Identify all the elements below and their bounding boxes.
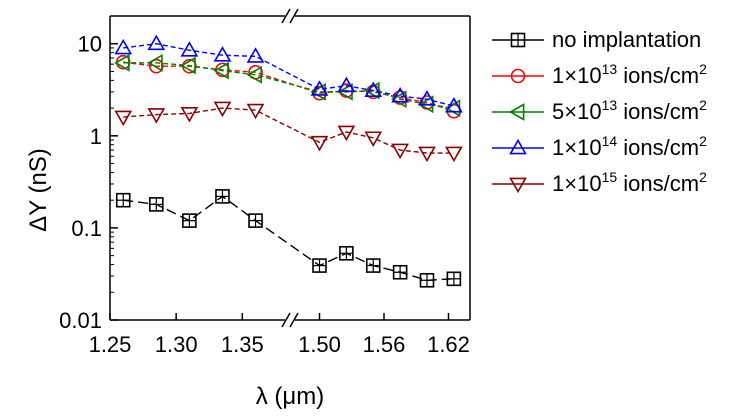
- data-point: [248, 213, 263, 228]
- legend-marker: [509, 138, 527, 155]
- data-point: [114, 53, 130, 72]
- x-tick-label: 1.25: [89, 332, 132, 357]
- data-point: [115, 192, 131, 208]
- data-point: [147, 108, 166, 124]
- axis-break-mark: [289, 8, 299, 24]
- legend-entry: 5×1013 ions/cm2: [492, 97, 707, 124]
- data-point: [337, 76, 356, 93]
- legend-entry: no implantation: [492, 27, 701, 52]
- data-point: [147, 34, 166, 51]
- data-point: [419, 272, 435, 288]
- axis-break-mark: [281, 312, 291, 328]
- legend-label: 1×1015 ions/cm2: [552, 169, 707, 196]
- data-point: [180, 56, 196, 75]
- data-point: [312, 258, 327, 273]
- data-point: [149, 197, 164, 212]
- legend-marker: [510, 32, 526, 48]
- series-4: [114, 34, 463, 113]
- series-line: [123, 107, 454, 154]
- data-point: [391, 143, 409, 160]
- data-point: [310, 135, 329, 152]
- x-tick-label: 1.62: [427, 332, 470, 357]
- data-point: [213, 46, 232, 62]
- x-tick-label: 1.35: [221, 332, 264, 357]
- axes: 0.01 0.1 1 10 1.25 1.30 1.35 1.50 1.56 1.62: [59, 8, 471, 357]
- data-point: [180, 107, 199, 123]
- legend-marker: [509, 177, 527, 194]
- x-tick-label: 1.50: [298, 332, 341, 357]
- series-3: [114, 53, 461, 117]
- legend-label: 5×1013 ions/cm2: [552, 97, 707, 124]
- data-point: [182, 213, 197, 228]
- x-tick-label: 1.56: [363, 332, 406, 357]
- data-point: [445, 146, 463, 163]
- legend-marker: [508, 103, 525, 121]
- series-line: [123, 61, 455, 112]
- legend-label: 1×1014 ions/cm2: [552, 133, 707, 160]
- series-line: [123, 62, 454, 109]
- x-axis-label: λ (μm): [256, 383, 324, 410]
- data-point: [391, 87, 409, 103]
- series-5: [114, 101, 463, 163]
- y-tick-label: 1: [90, 124, 102, 149]
- y-tick-label: 0.1: [71, 216, 102, 241]
- data-point: [213, 61, 229, 80]
- data-point: [418, 146, 436, 163]
- data-point: [147, 53, 163, 72]
- y-tick-label: 0.01: [59, 308, 102, 333]
- data-point: [310, 80, 329, 96]
- legend: no implantation 1×1013 ions/cm2 5×1013 ion…: [492, 27, 707, 196]
- data-point: [337, 125, 356, 142]
- y-axis-label: ΔY (nS): [25, 148, 52, 232]
- data-point: [364, 81, 380, 100]
- data-point: [246, 103, 265, 120]
- data-point: [213, 101, 232, 118]
- data-point: [339, 245, 354, 261]
- data-point: [364, 81, 383, 97]
- data-point: [215, 189, 230, 204]
- axis-break-mark: [281, 8, 291, 24]
- data-point: [364, 131, 383, 147]
- legend-marker: [510, 68, 526, 84]
- data-point: [418, 90, 436, 106]
- data-point: [445, 97, 463, 113]
- legend-label: 1×1013 ions/cm2: [552, 61, 707, 88]
- y-tick-label: 10: [78, 32, 102, 57]
- series-2: [115, 54, 462, 119]
- series-1: [115, 189, 462, 288]
- data-point: [246, 65, 262, 84]
- data-point: [180, 41, 199, 57]
- axis-break-mark: [289, 312, 299, 328]
- x-tick-label: 1.30: [155, 332, 198, 357]
- series-line: [123, 43, 455, 107]
- legend-entry: 1×1015 ions/cm2: [492, 169, 707, 196]
- data-point: [114, 110, 133, 127]
- legend-label: no implantation: [552, 27, 701, 52]
- data-point: [392, 264, 408, 280]
- data-point: [446, 271, 462, 287]
- data-point: [365, 258, 381, 273]
- data-point: [149, 58, 164, 74]
- plot-area: [114, 34, 463, 288]
- legend-entry: 1×1014 ions/cm2: [492, 133, 707, 160]
- data-point: [246, 47, 265, 63]
- series-line: [123, 195, 454, 281]
- legend-entry: 1×1013 ions/cm2: [492, 61, 707, 88]
- data-point: [114, 38, 133, 55]
